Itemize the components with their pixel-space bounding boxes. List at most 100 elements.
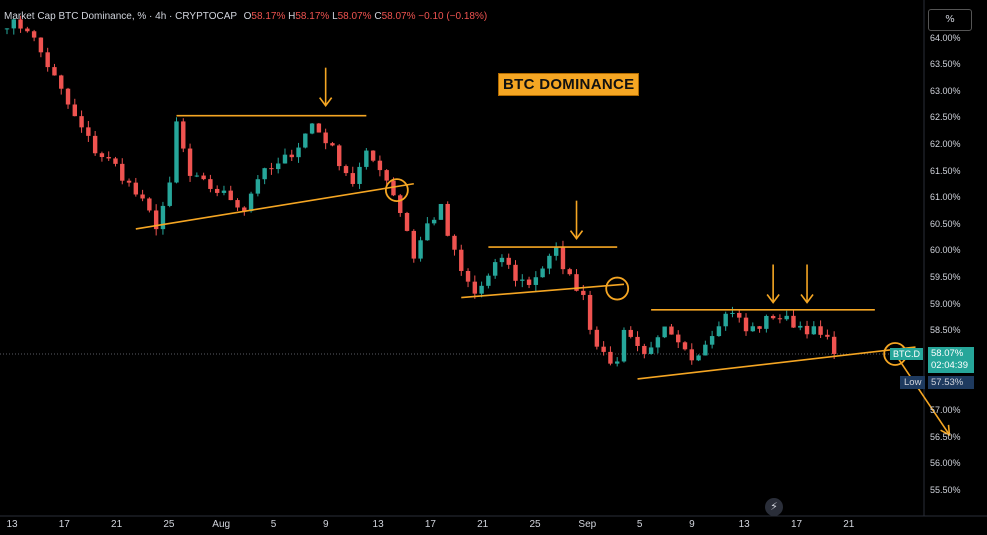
candle-body [140,194,145,199]
x-tick-label: 17 [424,519,436,530]
candle-body [106,157,111,159]
candle-body [764,315,769,329]
candle-body [540,268,545,278]
candle-body [533,277,539,285]
open-value: 58.17% [251,11,286,22]
candle-body [384,170,389,181]
candle-body [404,212,410,231]
candle-body [289,154,294,158]
candle-body [391,180,396,196]
current-price-label: 58.07% 02:04:39 [928,347,974,373]
x-tick-label: 25 [529,519,541,530]
candle-body [553,246,559,256]
candle-body [648,347,654,354]
candle-body [499,257,505,263]
x-tick-label: 9 [323,519,329,530]
y-tick-label: 64.00% [930,32,961,43]
candle-body [472,281,478,294]
x-tick-label: 5 [636,519,643,530]
change-value: −0.10 (−0.18%) [418,11,488,22]
candle-body [398,195,403,213]
candle-body [276,163,281,170]
candle-body [743,317,749,332]
candle-body [25,28,30,32]
candle-body [574,274,579,291]
candle-body [377,160,383,171]
y-tick-label: 59.50% [930,271,961,282]
candle-body [560,246,566,270]
y-tick-label: 60.00% [930,245,961,256]
candle-body [4,28,10,30]
close-label: C [374,11,382,22]
percent-scale-button[interactable]: % [928,9,972,31]
candle-body [113,158,118,164]
candle-body [703,344,708,356]
candle-body [187,148,193,176]
y-tick-label: 62.00% [930,138,961,149]
high-label: H [288,11,296,22]
candle-body [235,200,240,208]
candle-body [282,154,288,164]
down-arrow-head [319,97,333,107]
candle-body [411,230,416,259]
candle-body [730,312,735,314]
candle-body [615,361,620,364]
candle-body [262,168,267,180]
candle-body [520,279,525,281]
candle-body [825,334,830,337]
candle-body [581,290,586,295]
candle-body [655,337,661,348]
candle-body [350,173,355,184]
candle-body [818,326,823,335]
low-value: 58.07% [337,11,372,22]
candle-body [18,19,23,29]
lightning-icon[interactable]: ⚡ [765,498,783,516]
down-arrow-head [569,230,584,240]
candle-body [343,166,349,174]
x-tick-label: 21 [111,519,123,530]
candle-body [689,349,694,361]
candle-body [696,355,701,361]
candle-body [153,210,159,230]
down-arrow-head [766,294,780,304]
candle-body [99,153,105,158]
candle-body [438,203,444,220]
chart-legend: Market Cap BTC Dominance, % · 4h · CRYPT… [4,11,487,22]
candle-body [628,329,633,337]
candle-body [716,326,722,337]
candle-body [709,336,715,345]
candle-body [160,205,166,230]
candle-body [465,270,471,282]
candle-body [194,175,200,177]
candle-body [777,318,783,320]
x-tick-label: Aug [212,519,231,530]
candle-body [750,326,755,332]
candle-body [506,257,511,265]
candle-body [770,315,776,319]
candle-body [587,294,593,330]
candle-body [486,275,491,286]
candle-body [791,315,796,328]
x-tick-label: 25 [163,519,175,530]
candle-body [45,52,50,68]
candle-body [255,179,261,194]
down-arrow-head [800,294,814,304]
current-price-value: 58.07% [931,348,964,359]
candle-body [296,147,301,158]
candle-body [242,207,247,212]
candle-body [811,326,817,335]
y-tick-label: 55.50% [930,484,961,495]
x-tick-label: 13 [6,519,18,530]
candle-body [804,325,810,335]
candle-body [526,279,532,285]
candle-body [364,150,369,167]
candle-body [594,329,600,347]
low-value-label: 57.53% [928,376,974,389]
symbol-price-tag: BTC.D [890,348,923,360]
candle-body [635,336,640,346]
y-tick-label: 61.50% [930,165,961,176]
y-tick-label: 56.50% [930,431,961,442]
candle-body [676,334,681,343]
candle-body [52,67,57,76]
